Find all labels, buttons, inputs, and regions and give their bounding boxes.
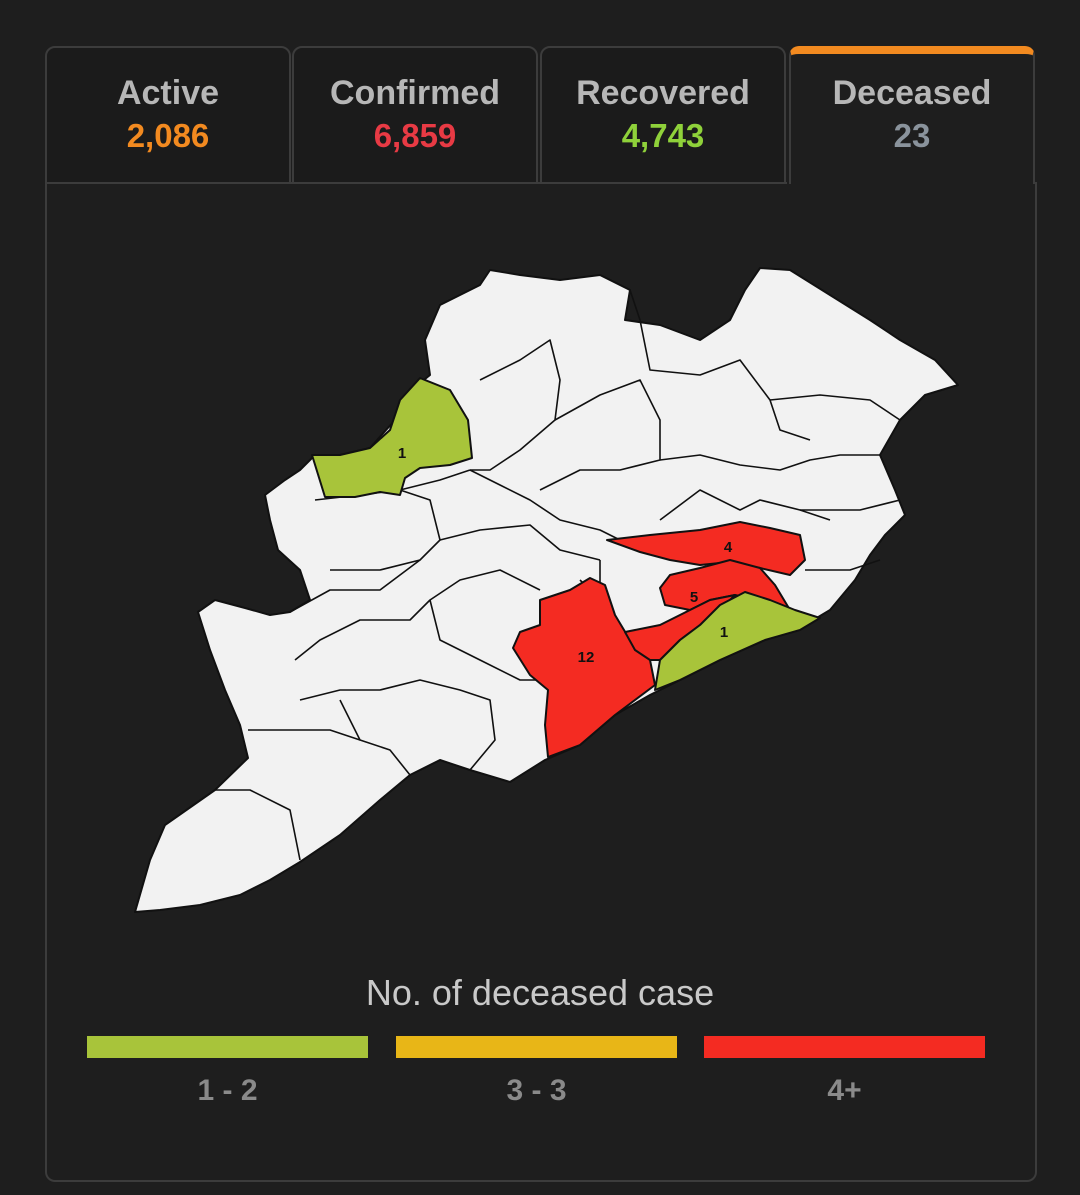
district-low-northwest[interactable] — [311, 377, 473, 498]
tab-deceased-label: Deceased — [832, 74, 992, 112]
tab-confirmed[interactable]: Confirmed 6,859 — [292, 46, 538, 184]
tab-recovered-label: Recovered — [576, 74, 750, 112]
district-label-12: 12 — [578, 649, 595, 666]
district-high-12[interactable] — [512, 577, 656, 758]
tab-deceased-value: 23 — [893, 117, 931, 154]
tab-confirmed-label: Confirmed — [330, 74, 500, 112]
tab-recovered-value: 4,743 — [621, 117, 705, 154]
district-label-4: 4 — [724, 539, 733, 556]
tab-active-value: 2,086 — [126, 117, 210, 154]
tab-confirmed-value: 6,859 — [373, 117, 457, 154]
state-stats-card: Active 2,086 Confirmed 6,859 Recovered 4… — [45, 46, 1037, 1182]
legend-swatch-high — [704, 1036, 985, 1058]
tab-active[interactable]: Active 2,086 — [45, 46, 291, 184]
panel-divider — [45, 182, 787, 184]
district-low-coast[interactable] — [654, 591, 821, 691]
legend-label-mid: 3 - 3 — [506, 1074, 567, 1107]
legend-label-high: 4+ — [827, 1074, 862, 1107]
state-outline — [134, 267, 959, 913]
stat-tabs: Active 2,086 Confirmed 6,859 Recovered 4… — [45, 46, 1037, 184]
district-label-northwest: 1 — [398, 445, 406, 462]
legend-swatch-mid — [396, 1036, 677, 1058]
legend-label-low: 1 - 2 — [197, 1074, 258, 1107]
tab-deceased[interactable]: Deceased 23 — [789, 46, 1035, 184]
district-high-4[interactable] — [606, 521, 806, 576]
legend-title: No. of deceased case — [365, 972, 715, 1013]
legend-swatch-low — [87, 1036, 368, 1058]
map-panel — [45, 182, 1037, 1182]
tab-active-label: Active — [116, 74, 220, 112]
district-label-5: 5 — [690, 589, 698, 606]
district-label-coast: 1 — [720, 624, 728, 641]
district-map: 1 4 5 1 12 — [134, 267, 959, 913]
